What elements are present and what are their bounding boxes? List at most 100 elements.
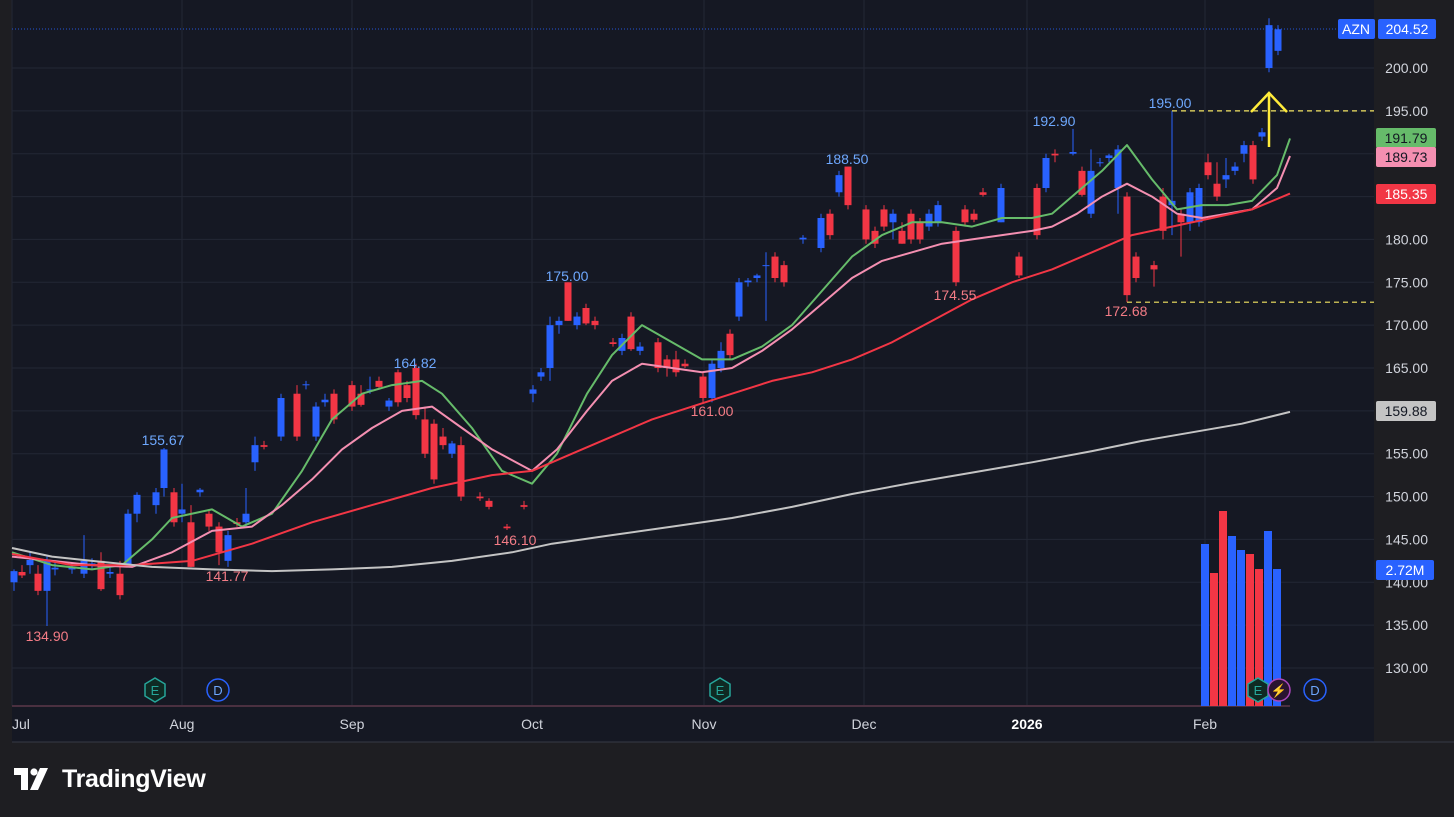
- footer: [0, 745, 1454, 817]
- candle-body: [934, 205, 942, 223]
- low-label: 172.68: [1105, 303, 1148, 319]
- candle-body: [925, 213, 933, 227]
- candle-body: [1069, 152, 1077, 154]
- candle-body: [302, 384, 310, 386]
- candle-body: [636, 346, 644, 351]
- time-tick-label: Dec: [852, 716, 877, 732]
- time-axis[interactable]: Jul Aug Sep Oct Nov Dec 2026 Feb: [12, 716, 1217, 732]
- candle-body: [1231, 166, 1239, 171]
- candle-body: [366, 389, 374, 391]
- high-label: 195.00: [1149, 95, 1192, 111]
- event-markers[interactable]: E D E E ⚡ D: [144, 677, 1327, 703]
- candle-body: [10, 571, 18, 583]
- ma-line-pink: [11, 155, 1291, 568]
- candle-body: [116, 573, 124, 596]
- price-axis[interactable]: 130.00135.00140.00145.00150.00155.00160.…: [1338, 19, 1436, 676]
- candle-body: [1105, 155, 1113, 158]
- candle-body: [330, 393, 338, 420]
- volume-bar: [1255, 569, 1263, 706]
- candle-body: [582, 308, 590, 324]
- low-label: 134.90: [26, 628, 69, 644]
- candle-body: [1042, 158, 1050, 188]
- candle-body: [80, 560, 88, 574]
- dividend-marker: [206, 678, 230, 702]
- price-tick-label: 150.00: [1385, 489, 1428, 505]
- candle-body: [708, 363, 716, 398]
- high-label: 155.67: [142, 432, 185, 448]
- price-tick-label: 145.00: [1385, 531, 1428, 547]
- candle-body: [133, 494, 141, 514]
- candle-body: [457, 445, 465, 497]
- price-tick-label: 155.00: [1385, 446, 1428, 462]
- ma-price-tag: [1376, 128, 1436, 148]
- candle-body: [1177, 213, 1185, 223]
- candle-body: [312, 406, 320, 437]
- ma-price-value: 191.79: [1385, 130, 1428, 146]
- tradingview-logo-icon: [14, 768, 48, 790]
- candle-body: [961, 209, 969, 223]
- candle-body: [224, 535, 232, 561]
- candle-body: [844, 166, 852, 206]
- candle-body: [735, 282, 743, 317]
- earnings-marker: [709, 677, 731, 703]
- time-tick-label: Feb: [1193, 716, 1217, 732]
- candle-body: [1240, 145, 1248, 154]
- candle-body: [826, 213, 834, 236]
- volume-bar: [1210, 573, 1218, 706]
- candle-body: [880, 209, 888, 227]
- candle-body: [385, 400, 393, 407]
- volume-bars: [12, 511, 1290, 707]
- price-chart[interactable]: 155.67 164.82 175.00 188.50 192.90 195.00 134.…: [0, 0, 1454, 745]
- candle-body: [699, 376, 707, 398]
- candle-body: [663, 359, 671, 368]
- ma-line-white: [11, 410, 1291, 573]
- candle-body: [242, 513, 250, 523]
- candle-body: [394, 372, 402, 403]
- candle-body: [1222, 175, 1230, 180]
- candle-body: [799, 237, 807, 240]
- candle-body: [375, 380, 383, 387]
- candle-body: [817, 218, 825, 248]
- candle-body: [591, 320, 599, 326]
- candle-body: [654, 342, 662, 368]
- candle-body: [178, 509, 186, 514]
- candle-body: [529, 389, 537, 394]
- candle-body: [152, 492, 160, 506]
- candle-body: [726, 333, 734, 356]
- ticker-tag: [1338, 19, 1375, 39]
- candle-body: [412, 368, 420, 416]
- candle-body: [476, 496, 484, 499]
- reference-lines: [1127, 91, 1374, 303]
- low-label: 174.55: [934, 287, 977, 303]
- candle-body: [862, 209, 870, 240]
- ma-price-tag: [1376, 147, 1436, 167]
- ma-price-tag: [1376, 401, 1436, 421]
- high-low-labels: 155.67 164.82 175.00 188.50 192.90 195.00 134.…: [26, 95, 1192, 644]
- breakout-arrow-head: [1250, 91, 1288, 113]
- candle-body: [1051, 153, 1059, 156]
- tradingview-logo[interactable]: TradingView: [14, 764, 206, 794]
- candle-body: [1274, 29, 1282, 51]
- volume-bar: [1219, 511, 1227, 706]
- candle-body: [170, 492, 178, 523]
- time-tick-label: Aug: [170, 716, 195, 732]
- candle-body: [321, 399, 329, 403]
- candle-body: [348, 385, 356, 407]
- candle-body: [1123, 196, 1131, 296]
- price-tick-label: 175.00: [1385, 274, 1428, 290]
- low-label: 141.77: [206, 568, 249, 584]
- low-label: 161.00: [691, 403, 734, 419]
- volume-value: 2.72M: [1386, 562, 1425, 578]
- candle-body: [1087, 170, 1095, 214]
- candle-body: [1213, 183, 1221, 197]
- low-label: 146.10: [494, 532, 537, 548]
- candle-body: [43, 560, 51, 591]
- earnings-marker-label: E: [151, 683, 160, 698]
- candle-body: [520, 505, 528, 507]
- candle-body: [485, 500, 493, 507]
- candle-body: [403, 385, 411, 398]
- candle-body: [744, 280, 752, 283]
- candle-body: [51, 567, 59, 570]
- time-tick-label: 2026: [1011, 716, 1042, 732]
- candle-body: [780, 265, 788, 283]
